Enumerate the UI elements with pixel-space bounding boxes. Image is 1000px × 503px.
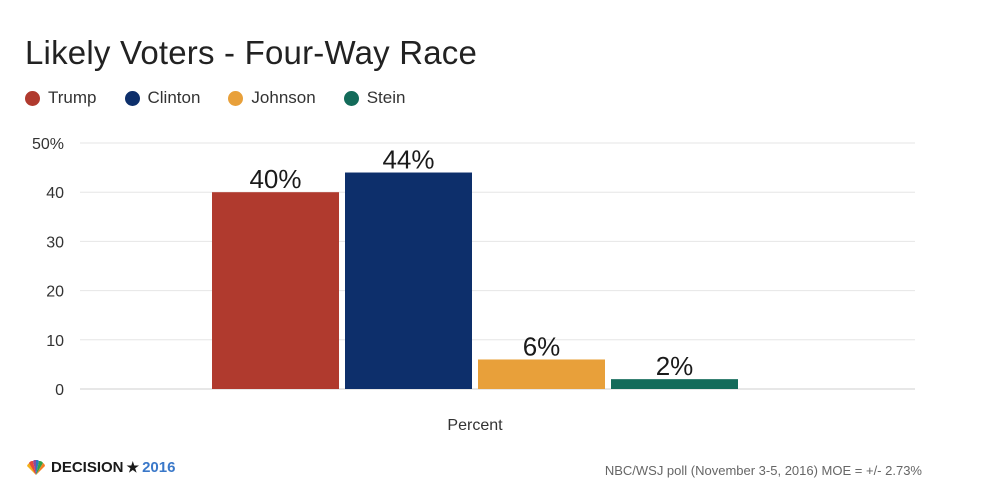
logo-text: DECISION xyxy=(51,459,124,476)
bar-clinton xyxy=(345,172,472,389)
y-tick-label: 10 xyxy=(46,333,64,350)
legend-item-johnson: Johnson xyxy=(228,88,316,108)
legend-label-johnson: Johnson xyxy=(251,88,316,107)
y-tick-label: 40 xyxy=(46,185,64,202)
legend-swatch-johnson xyxy=(228,90,244,106)
bar-stein xyxy=(611,379,738,389)
decision-2016-logo: DECISION ★ 2016 xyxy=(25,459,175,476)
legend-label-trump: Trump xyxy=(48,88,97,107)
logo-year: 2016 xyxy=(142,459,176,476)
star-icon: ★ xyxy=(126,459,140,475)
chart-title: Likely Voters - Four-Way Race xyxy=(25,34,478,71)
legend-label-stein: Stein xyxy=(366,88,406,107)
peacock-icon xyxy=(27,459,45,475)
legend-item-trump: Trump xyxy=(25,88,97,108)
y-tick-label: 50% xyxy=(32,136,64,153)
data-label-johnson: 6% xyxy=(523,331,561,361)
legend-swatch-stein xyxy=(343,90,359,106)
source-note: NBC/WSJ poll (November 3-5, 2016) MOE = … xyxy=(604,463,922,478)
y-tick-label: 0 xyxy=(55,382,64,399)
bar-trump xyxy=(212,192,339,389)
data-label-clinton: 44% xyxy=(382,145,434,175)
data-label-trump: 40% xyxy=(249,164,301,194)
data-label-stein: 2% xyxy=(656,351,694,381)
legend: Trump Clinton Johnson Stein xyxy=(25,88,433,108)
legend-item-stein: Stein xyxy=(343,88,406,108)
legend-swatch-clinton xyxy=(124,90,140,106)
legend-label-clinton: Clinton xyxy=(147,88,201,107)
y-tick-label: 30 xyxy=(46,234,64,251)
y-tick-label: 20 xyxy=(46,284,64,301)
legend-item-clinton: Clinton xyxy=(124,88,201,108)
x-axis-label: Percent xyxy=(447,417,503,434)
bar-johnson xyxy=(478,359,605,389)
legend-swatch-trump xyxy=(25,90,40,106)
